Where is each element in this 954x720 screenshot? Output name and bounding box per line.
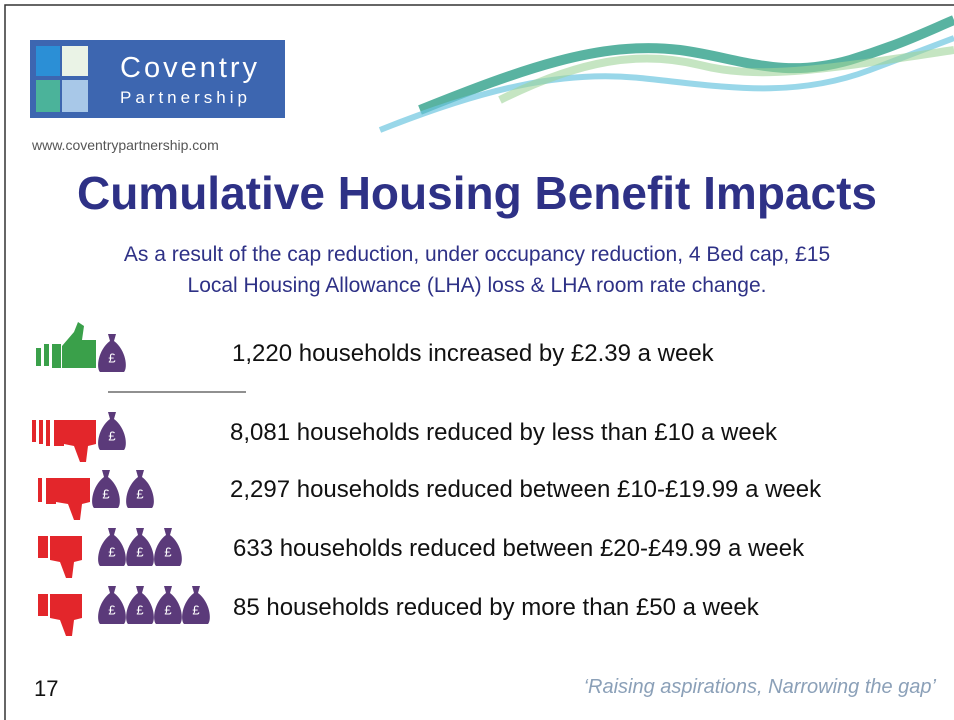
logo-tile [36, 46, 60, 76]
money-bag: £ [92, 470, 120, 508]
money-bag: £ [154, 528, 182, 566]
impact-item: 2,297 households reduced between £10-£19… [230, 476, 821, 504]
money-bag: £ [126, 470, 154, 508]
page-number: 17 [34, 676, 58, 702]
slide: £ £ £ £ £ £ £ £ £ £ £ Coventry Partnership www.cov… [0, 0, 954, 720]
website: www.coventrypartnership.com [32, 137, 219, 153]
money-bag: £ [98, 528, 126, 566]
bag-symbol: £ [102, 486, 110, 501]
thumb-down [38, 478, 90, 520]
thumb-down [32, 420, 96, 462]
bag-symbol: £ [108, 350, 116, 365]
money-bag: £ [98, 334, 126, 372]
bag-symbol: £ [164, 544, 172, 559]
logo-tile [62, 46, 88, 76]
bag-symbol: £ [108, 602, 116, 617]
money-bag: £ [154, 586, 182, 624]
impact-item: 1,220 households increased by £2.39 a we… [232, 340, 714, 368]
bag-symbol: £ [108, 544, 116, 559]
money-bag: £ [126, 528, 154, 566]
thumb-down [38, 594, 82, 636]
logo-tile [36, 80, 60, 112]
subtitle: As a result of the cap reduction, under … [0, 243, 954, 267]
bag-symbol: £ [164, 602, 172, 617]
thumb-up [36, 322, 96, 368]
bag-symbol: £ [136, 544, 144, 559]
impact-item: 85 households reduced by more than £50 a… [233, 594, 759, 622]
logo-text: Coventry [120, 52, 260, 85]
bag-symbol: £ [136, 486, 144, 501]
logo-tile [62, 80, 88, 112]
impact-item: 8,081 households reduced by less than £1… [230, 419, 777, 447]
money-bag: £ [182, 586, 210, 624]
tagline: ‘Raising aspirations, Narrowing the gap’ [584, 676, 936, 699]
money-bag: £ [98, 586, 126, 624]
logo-text: Partnership [120, 88, 251, 108]
impact-item: 633 households reduced between £20-£49.9… [233, 535, 804, 563]
title: Cumulative Housing Benefit Impacts [0, 166, 954, 220]
bag-symbol: £ [192, 602, 200, 617]
subtitle: Local Housing Allowance (LHA) loss & LHA… [0, 274, 954, 298]
money-bag: £ [126, 586, 154, 624]
money-bag: £ [98, 412, 126, 450]
bag-symbol: £ [136, 602, 144, 617]
thumb-down [38, 536, 82, 578]
bag-symbol: £ [108, 428, 116, 443]
